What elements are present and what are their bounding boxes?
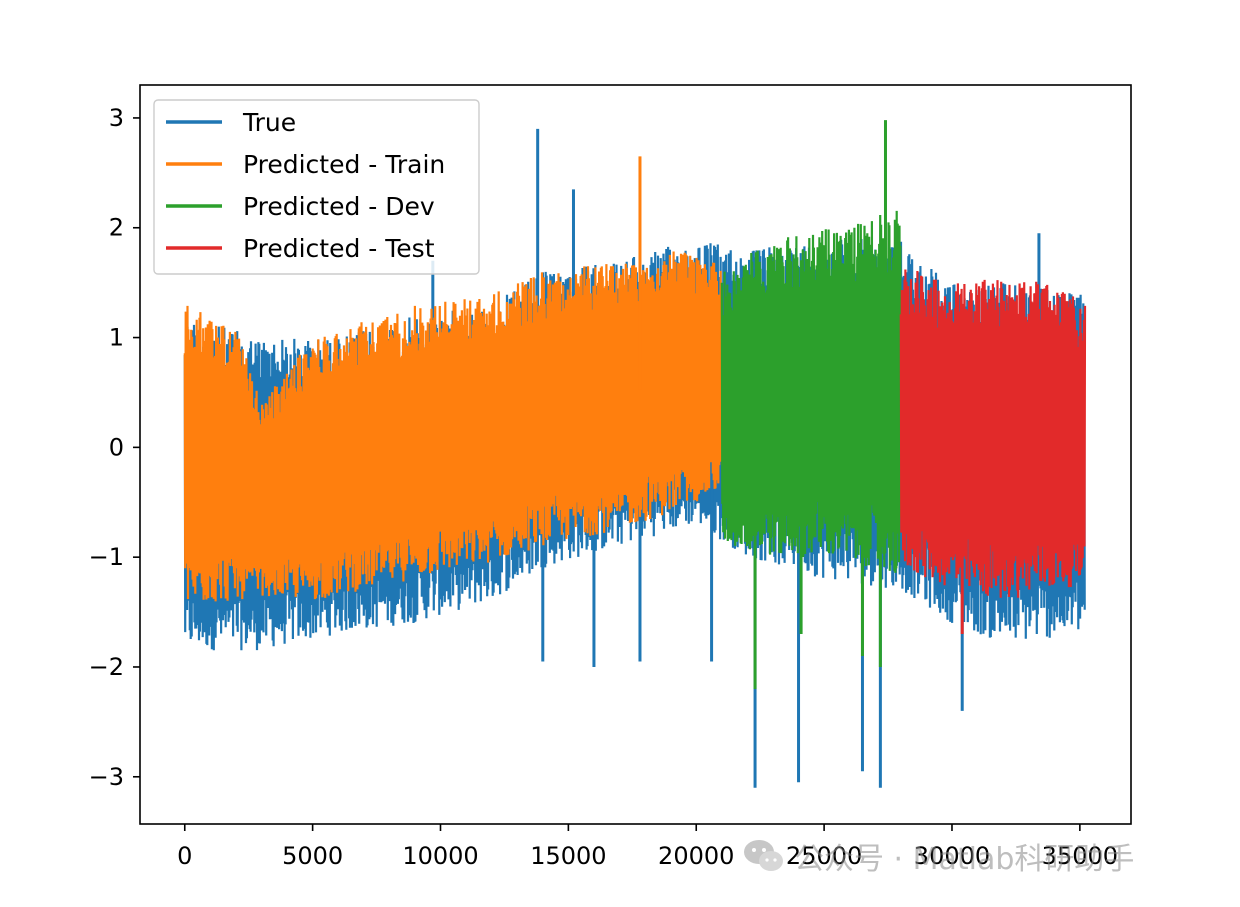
x-tick-label: 15000 (530, 842, 606, 870)
y-tick-label: 3 (109, 104, 124, 132)
legend-item: True (166, 108, 296, 137)
x-tick-label: 20000 (658, 842, 734, 870)
y-tick-label: 2 (109, 214, 124, 242)
plot-frame (139, 84, 1132, 825)
series-predicted-dev (720, 120, 902, 689)
series-layer (183, 120, 1087, 788)
legend: True Predicted - Train Predicted - Dev Pred… (153, 99, 480, 275)
x-tick-label: 0 (177, 842, 192, 870)
x-tick-label: 10000 (402, 842, 478, 870)
series-line (720, 210, 902, 573)
series-predicted-test (899, 269, 1087, 635)
legend-item: Predicted - Dev (166, 192, 435, 221)
series-line (899, 269, 1087, 598)
y-tick-label: 1 (109, 324, 124, 352)
wechat-icon (744, 840, 783, 871)
legend-label: Predicted - Test (243, 234, 435, 263)
x-tick-label: 30000 (914, 842, 990, 870)
legend-item: Predicted - Train (166, 150, 445, 179)
y-tick-label: 0 (109, 433, 124, 461)
watermark-text: 公众号 · Matlab科研助手 (794, 842, 1135, 877)
legend-box (153, 99, 480, 275)
y-axis: 3 2 1 0 −1 −2 −3 (89, 104, 140, 791)
legend-label: Predicted - Dev (243, 192, 435, 221)
watermark: 公众号 · Matlab科研助手 (742, 836, 1135, 877)
x-axis: 0 5000 10000 15000 20000 25000 30000 35000 (177, 824, 1118, 870)
x-tick-label: 25000 (786, 842, 862, 870)
y-tick-label: −3 (89, 763, 124, 791)
series-line (183, 251, 723, 602)
legend-label: Predicted - Train (243, 150, 445, 179)
y-tick-label: −2 (89, 653, 124, 681)
legend-item: Predicted - Test (166, 234, 435, 263)
legend-label: True (242, 108, 296, 137)
series-predicted-train (183, 156, 723, 602)
x-tick-label: 35000 (1042, 842, 1118, 870)
x-tick-label: 5000 (282, 842, 343, 870)
y-tick-label: −1 (89, 543, 124, 571)
